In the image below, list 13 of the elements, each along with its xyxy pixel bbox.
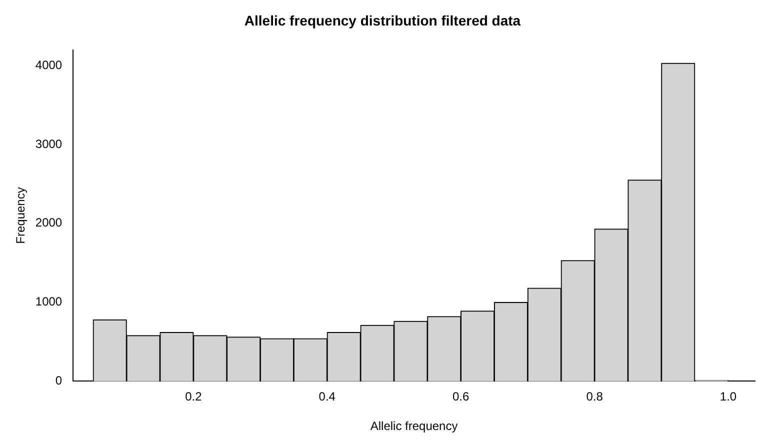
y-tick-label: 4000 xyxy=(35,58,62,72)
y-axis-title: Frequency xyxy=(14,187,28,244)
y-tick-label: 0 xyxy=(55,374,62,388)
x-axis-title: Allelic frequency xyxy=(370,419,458,434)
x-tick-label: 0.6 xyxy=(452,390,470,404)
y-tick-label: 1000 xyxy=(35,294,62,309)
x-tick-label: 0.2 xyxy=(185,390,202,404)
x-tick-label: 0.4 xyxy=(318,390,336,404)
x-tick-label: 0.8 xyxy=(586,390,604,404)
x-tick-label: 1.0 xyxy=(720,390,737,404)
chart-title: Allelic frequency distribution filtered data xyxy=(244,12,521,28)
y-tick-label: 2000 xyxy=(35,216,62,230)
y-tick-label: 3000 xyxy=(35,136,62,151)
